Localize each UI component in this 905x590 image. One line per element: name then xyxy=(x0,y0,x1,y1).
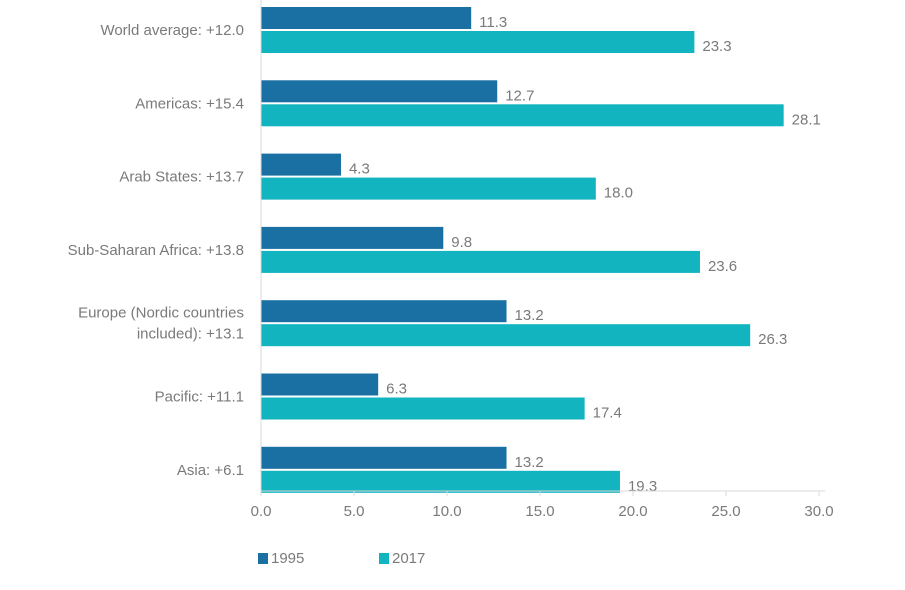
legend-label-1995: 1995 xyxy=(271,550,304,567)
value-label-1995-0: 11.3 xyxy=(479,14,507,31)
value-label-2017-2: 18.0 xyxy=(604,185,633,202)
bar-2017-1 xyxy=(261,104,784,127)
category-label-2: Arab States: +13.7 xyxy=(119,169,244,186)
bar-1995-2 xyxy=(261,153,341,176)
x-tick-label-1: 5.0 xyxy=(344,503,365,520)
category-label-4-line-1: included): +13.1 xyxy=(137,326,244,343)
bar-1995-0 xyxy=(261,7,472,29)
value-label-2017-1: 28.1 xyxy=(792,111,821,128)
value-label-1995-6: 13.2 xyxy=(515,454,544,471)
value-label-1995-1: 12.7 xyxy=(505,87,534,104)
value-label-1995-3: 9.8 xyxy=(451,234,472,251)
bar-1995-1 xyxy=(261,80,498,103)
x-tick-label-0: 0.0 xyxy=(251,503,272,520)
category-label-5: Pacific: +11.1 xyxy=(155,389,244,406)
value-label-1995-4: 13.2 xyxy=(515,307,544,324)
category-label-0: World average: +12.0 xyxy=(100,22,244,39)
category-label-3: Sub-Saharan Africa: +13.8 xyxy=(68,242,244,259)
category-label-4-line-0: Europe (Nordic countries xyxy=(78,305,244,322)
x-tick-label-3: 15.0 xyxy=(525,503,554,520)
x-tick-label-6: 30.0 xyxy=(804,503,833,520)
value-label-1995-2: 4.3 xyxy=(349,161,370,178)
x-tick-label-2: 10.0 xyxy=(432,503,461,520)
x-axis: 0.0 5.0 10.0 15.0 20.0 25.0 30.0 xyxy=(251,0,834,520)
category-label-6: Asia: +6.1 xyxy=(177,462,244,479)
bar-1995-5 xyxy=(261,373,379,396)
legend-swatch-1995 xyxy=(258,553,268,564)
bar-2017-3 xyxy=(261,250,700,273)
bar-1995-6 xyxy=(261,446,507,469)
legend: 1995 2017 xyxy=(258,550,425,567)
bar-2017-5 xyxy=(261,397,585,420)
value-label-2017-4: 26.3 xyxy=(758,331,787,348)
legend-swatch-2017 xyxy=(379,553,389,564)
value-label-2017-3: 23.6 xyxy=(708,258,737,275)
bar-2017-0 xyxy=(261,31,695,53)
category-labels: World average: +12.0 Americas: +15.4 Arab … xyxy=(68,22,244,479)
legend-label-2017: 2017 xyxy=(392,550,425,567)
x-tick-label-4: 20.0 xyxy=(618,503,647,520)
value-label-2017-6: 19.3 xyxy=(628,478,657,495)
value-label-2017-0: 23.3 xyxy=(702,38,731,55)
bar-2017-4 xyxy=(261,324,751,347)
category-label-1: Americas: +15.4 xyxy=(135,95,244,112)
value-label-1995-5: 6.3 xyxy=(386,381,407,398)
bar-1995-3 xyxy=(261,226,444,249)
x-tick-label-5: 25.0 xyxy=(711,503,740,520)
value-label-2017-5: 17.4 xyxy=(593,405,622,422)
bar-2017-6 xyxy=(261,470,620,493)
bars-layer: 11.3 23.3 12.7 28.1 4.3 18.0 9.8 23.6 13.2 26.3 6.… xyxy=(261,7,821,495)
bar-2017-2 xyxy=(261,177,596,200)
bar-1995-4 xyxy=(261,300,507,323)
